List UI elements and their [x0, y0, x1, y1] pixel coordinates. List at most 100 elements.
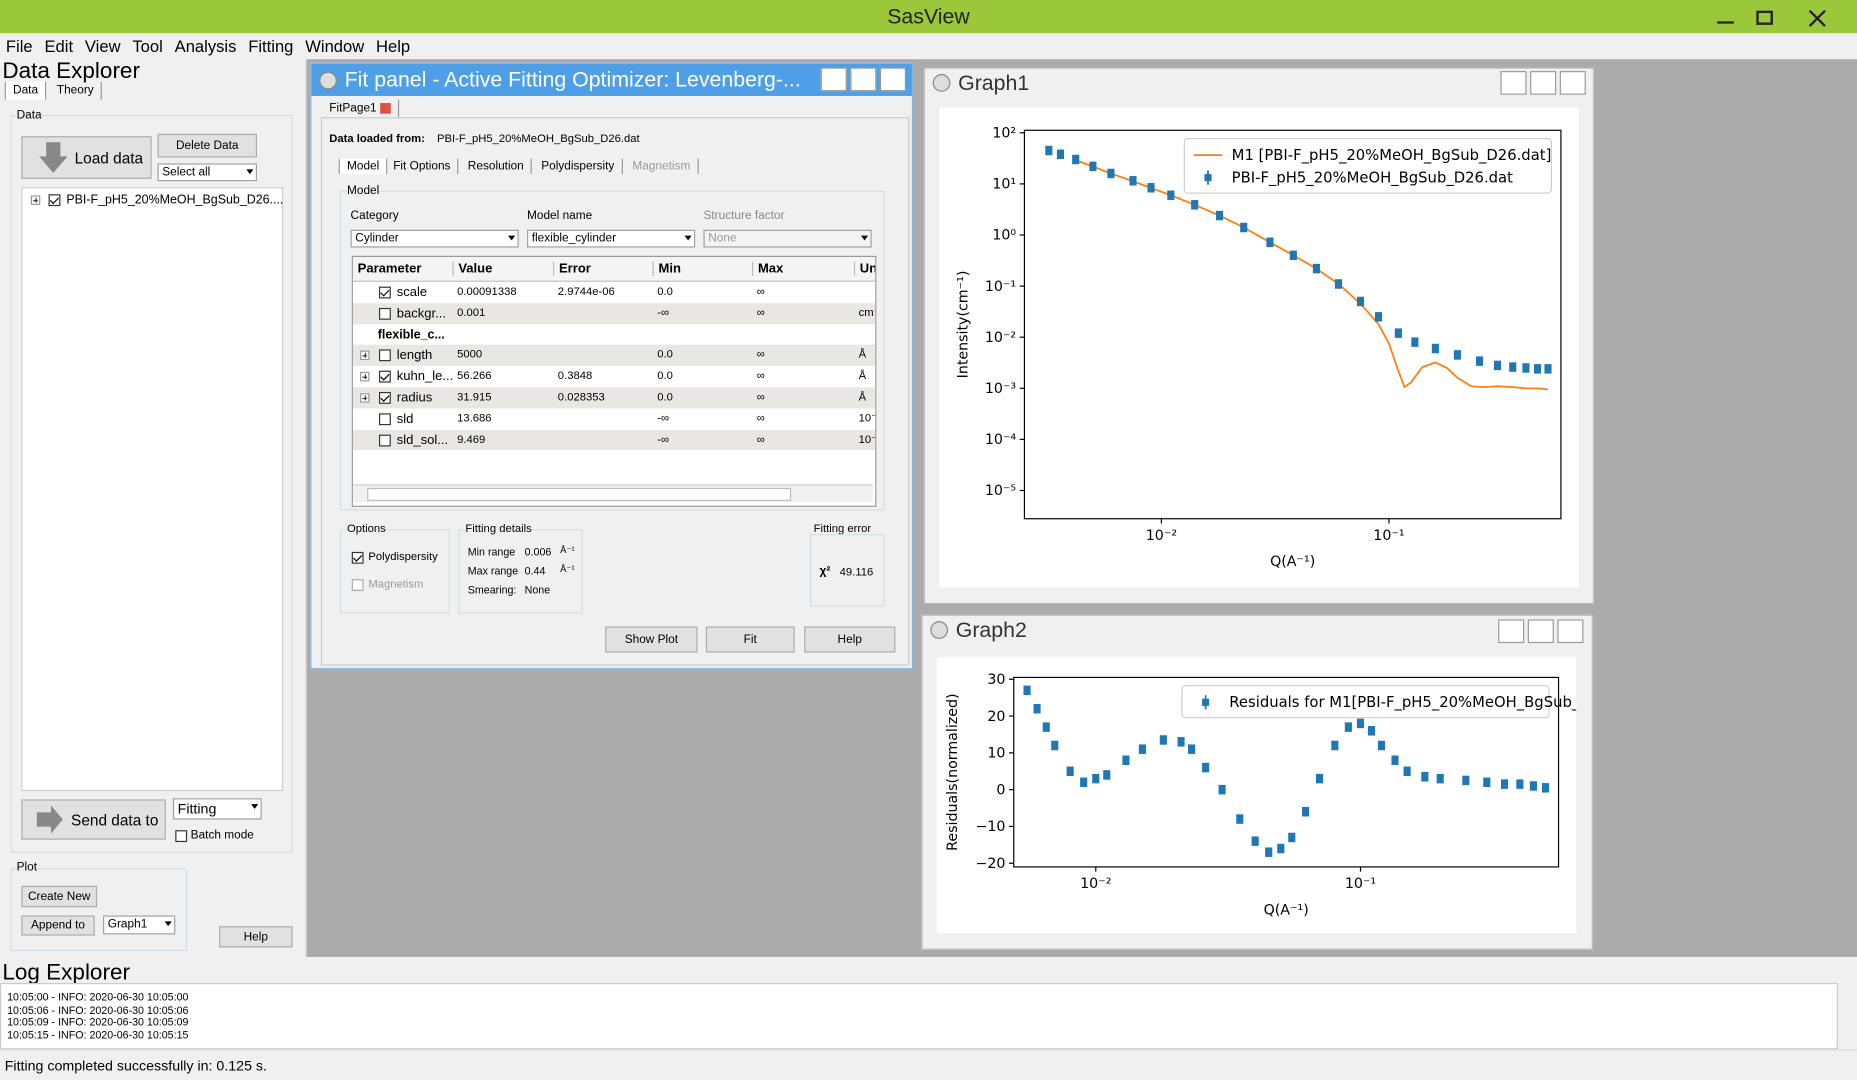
min-range: 0.006 [524, 545, 552, 558]
close-button[interactable] [879, 67, 906, 92]
model-group [339, 190, 885, 511]
scroll-thumb[interactable] [367, 487, 792, 501]
tab[interactable]: Polydispersity [534, 158, 623, 175]
cell: sld_sol... [396, 432, 449, 448]
checkbox[interactable] [378, 434, 391, 447]
tab[interactable]: Data [4, 81, 47, 100]
checkbox[interactable] [351, 551, 364, 564]
cell[interactable]: ∞ [756, 306, 765, 320]
cell[interactable]: -∞ [657, 411, 670, 425]
checkbox[interactable] [378, 286, 391, 299]
column-header: Un [853, 261, 875, 276]
tab[interactable]: Model [338, 158, 388, 175]
maximize-button[interactable] [1530, 71, 1557, 95]
tab[interactable]: Fit Options [386, 158, 459, 175]
menu-item[interactable]: View [84, 36, 121, 56]
checkbox-label: Batch mode [190, 829, 254, 843]
expand-icon[interactable] [360, 351, 370, 361]
send-data-button[interactable]: Send data to [21, 799, 166, 840]
fit-panel-title-bar [311, 63, 912, 96]
menu-item[interactable]: Edit [44, 36, 74, 56]
close-tab-icon[interactable] [380, 102, 391, 114]
x-tick-label: 10⁻¹ [1373, 528, 1404, 544]
cell[interactable]: 0.028353 [557, 390, 605, 404]
expand-icon[interactable] [360, 372, 370, 382]
checkbox[interactable] [378, 392, 391, 404]
cell[interactable]: 56.266 [457, 369, 492, 383]
menu-item[interactable]: Help [376, 36, 411, 56]
graph1-plot: 10⁻² 10⁻¹ 10² 10¹ 10⁰ 10⁻¹ 10⁻² 10⁻³ 10⁻⁴ 10⁻⁵ Q(A… [939, 107, 1579, 588]
checkbox[interactable] [378, 370, 391, 383]
cell[interactable]: 9.469 [457, 432, 486, 447]
page-tab[interactable]: FitPage1 [322, 99, 400, 118]
cell[interactable]: -∞ [657, 432, 670, 447]
menu-item[interactable]: Analysis [174, 36, 237, 56]
menu-item[interactable]: Fitting [248, 36, 294, 56]
help-button[interactable]: Help [804, 626, 896, 653]
send-target-combo[interactable]: Fitting [172, 798, 262, 820]
cell[interactable]: 31.915 [457, 390, 492, 404]
show-plot-button[interactable]: Show Plot [605, 626, 698, 653]
checkbox[interactable] [378, 307, 391, 320]
checkbox[interactable] [175, 830, 188, 843]
cell[interactable]: ∞ [756, 411, 765, 425]
data-point [1403, 766, 1411, 776]
cell[interactable]: 0.0 [657, 348, 673, 362]
tab[interactable]: Resolution [461, 158, 533, 175]
maximize-button[interactable] [850, 67, 877, 92]
scrollbar[interactable] [1836, 982, 1857, 1047]
cell[interactable]: ∞ [756, 285, 765, 299]
log-line: 10:05:00 - INFO: 2020-06-30 10:05:00 [7, 991, 189, 1004]
expand-icon[interactable] [30, 195, 41, 205]
cell[interactable]: 5000 [457, 348, 483, 362]
minimize-button[interactable] [820, 67, 847, 92]
checkbox[interactable] [378, 349, 391, 362]
cell[interactable]: 0.001 [457, 306, 486, 320]
window-controls[interactable] [1713, 7, 1843, 28]
fit-button[interactable]: Fit [705, 626, 795, 653]
load-data-button[interactable]: Load data [21, 136, 152, 179]
checkbox[interactable] [378, 413, 391, 425]
tab[interactable]: Theory [50, 81, 102, 100]
cell[interactable]: 0.0 [657, 369, 673, 383]
close-button[interactable] [1557, 619, 1584, 644]
cell[interactable]: ∞ [756, 390, 765, 404]
create-new-button[interactable]: Create New [21, 885, 98, 908]
y-tick-label: 10¹ [992, 177, 1016, 193]
minimize-button[interactable] [1498, 619, 1525, 644]
graph-combo[interactable]: Graph1 [103, 915, 176, 935]
model-combo[interactable]: flexible_cylinder [527, 229, 696, 248]
cell[interactable]: -∞ [657, 306, 670, 320]
scrollbar[interactable] [352, 484, 873, 503]
category-combo[interactable]: Cylinder [350, 229, 519, 248]
menu-item[interactable]: Tool [132, 36, 163, 56]
cell[interactable]: ∞ [756, 369, 765, 383]
data-file-item[interactable]: PBI-F_pH5_20%MeOH_BgSub_D26.... [66, 193, 284, 208]
table-row [352, 366, 876, 388]
field-label: Model name [527, 209, 593, 223]
menu-item[interactable]: Window [305, 36, 365, 56]
cell[interactable]: 0.3848 [557, 369, 593, 383]
help-button[interactable]: Help [219, 926, 293, 948]
window-title: SasView [887, 4, 970, 29]
cell[interactable]: ∞ [756, 432, 765, 447]
cell[interactable]: 0.00091338 [457, 285, 517, 299]
checkbox[interactable] [48, 194, 61, 207]
minimize-button[interactable] [1500, 71, 1527, 95]
menu-item[interactable]: File [5, 36, 33, 56]
data-point [1331, 740, 1339, 751]
cell[interactable]: 2.9744e-06 [557, 285, 615, 299]
data-point [1045, 145, 1053, 156]
cell[interactable]: 13.686 [457, 411, 492, 425]
select-combo[interactable]: Select all [157, 163, 257, 182]
cell[interactable]: 0.0 [657, 390, 673, 404]
close-button[interactable] [1559, 71, 1586, 95]
expand-icon[interactable] [360, 393, 370, 403]
cell[interactable]: ∞ [756, 348, 765, 362]
cell[interactable]: 0.0 [657, 285, 673, 299]
data-point [1129, 176, 1137, 186]
delete-data-button[interactable]: Delete Data [157, 133, 257, 158]
data-point [1516, 779, 1524, 789]
maximize-button[interactable] [1527, 619, 1554, 644]
append-to-button[interactable]: Append to [21, 915, 95, 936]
